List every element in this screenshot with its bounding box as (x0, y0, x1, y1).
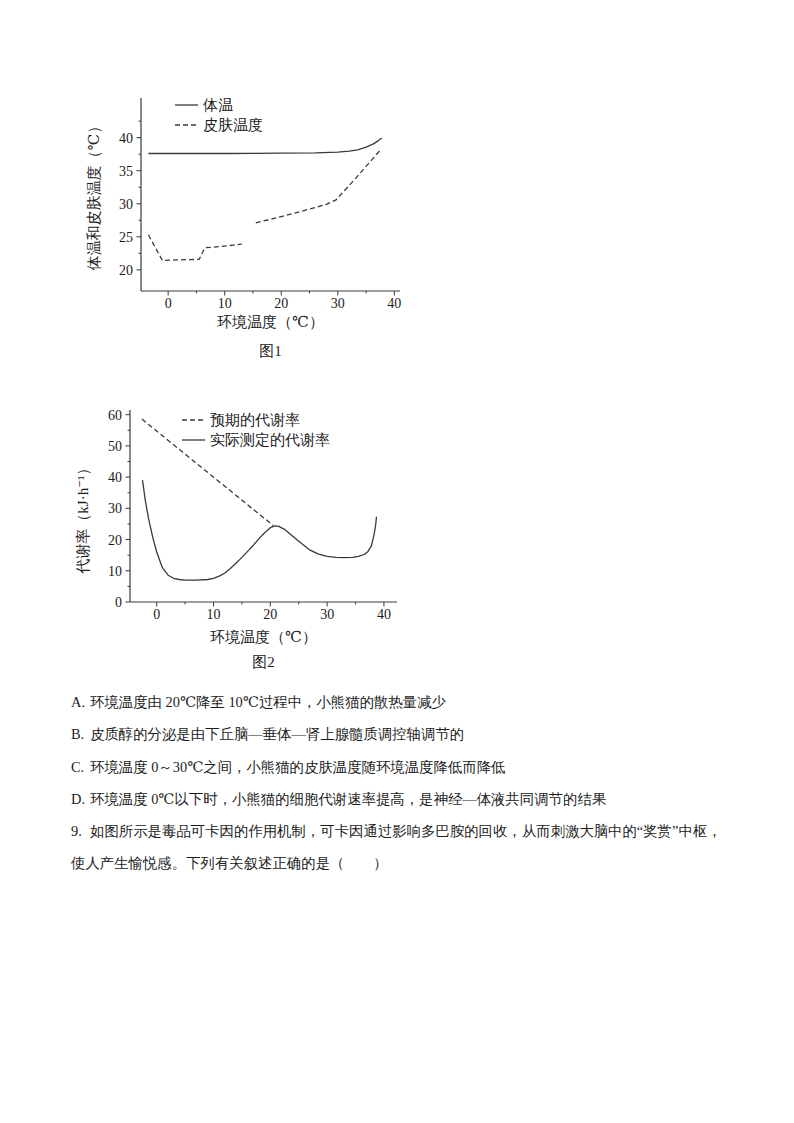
legend-label-0: 预期的代谢率 (210, 412, 300, 428)
figure-1: 0 10 20 30 40 20 25 30 35 40 环境温度（℃） 体温和皮肤温度（℃） 体温皮肤… (85, 92, 410, 372)
question-text-block: A.环境温度由 20℃降至 10℃过程中，小熊猫的散热量减少 B.皮质醇的分泌是… (71, 686, 771, 880)
question-9-line-2: 使人产生愉悦感。下列有关叙述正确的是（ ） (71, 847, 771, 879)
y-axis-title: 体温和皮肤温度（℃） (86, 119, 102, 272)
y-tick-label: 20 (119, 263, 133, 278)
y-tick-label: 60 (108, 408, 122, 423)
option-b: B.皮质醇的分泌是由下丘脑—垂体—肾上腺髓质调控轴调节的 (71, 718, 771, 750)
question-9-text-line-1: 如图所示是毒品可卡因的作用机制，可卡因通过影响多巴胺的回收，从而刺激大脑中的“奖… (90, 823, 722, 839)
option-c: C.环境温度 0～30℃之间，小熊猫的皮肤温度随环境温度降低而降低 (71, 751, 771, 783)
option-a: A.环境温度由 20℃降至 10℃过程中，小熊猫的散热量减少 (71, 686, 771, 718)
y-tick-label: 25 (119, 230, 133, 245)
option-d-text: 环境温度 0℃以下时，小熊猫的细胞代谢速率提高，是神经—体液共同调节的结果 (90, 791, 606, 807)
x-axis-title: 环境温度（℃） (217, 314, 324, 330)
question-9-line-1: 9.如图所示是毒品可卡因的作用机制，可卡因通过影响多巴胺的回收，从而刺激大脑中的… (71, 815, 771, 847)
x-axis-title: 环境温度（℃） (210, 629, 317, 645)
series-1-line (148, 235, 241, 261)
x-tick-label: 0 (153, 607, 160, 622)
y-tick-label: 10 (108, 564, 122, 579)
y-tick-label: 40 (108, 470, 122, 485)
x-tick-label: 20 (263, 607, 277, 622)
figure-2-chart: 0 10 20 30 40 0 10 20 30 40 50 60 环境温度（℃） 代谢率（kJ·h⁻¹）… (70, 403, 405, 653)
option-a-label: A. (71, 686, 90, 718)
figure-1-caption: 图1 (141, 342, 400, 361)
x-tick-label: 0 (165, 296, 172, 311)
y-tick-label: 0 (115, 595, 122, 610)
legend-label-1: 皮肤温度 (203, 117, 263, 133)
series-1-line (256, 150, 380, 223)
option-a-text: 环境温度由 20℃降至 10℃过程中，小熊猫的散热量减少 (90, 694, 446, 710)
x-tick-label: 20 (274, 296, 288, 311)
option-b-label: B. (71, 718, 90, 750)
option-d-label: D. (71, 783, 90, 815)
x-tick-label: 30 (331, 296, 345, 311)
y-tick-label: 20 (108, 533, 122, 548)
question-9: 9.如图所示是毒品可卡因的作用机制，可卡因通过影响多巴胺的回收，从而刺激大脑中的… (71, 815, 771, 880)
legend-label-0: 体温 (202, 97, 233, 113)
x-tick-label: 40 (387, 296, 401, 311)
figure-2-caption: 图2 (130, 653, 397, 672)
x-tick-label: 40 (377, 607, 391, 622)
y-tick-label: 50 (108, 439, 122, 454)
y-tick-label: 30 (119, 197, 133, 212)
y-axis-title: 代谢率（kJ·h⁻¹） (75, 460, 91, 573)
y-tick-label: 30 (108, 501, 122, 516)
series-0-line (148, 138, 382, 154)
option-b-text: 皮质醇的分泌是由下丘脑—垂体—肾上腺髓质调控轴调节的 (90, 726, 464, 742)
x-tick-label: 10 (218, 296, 232, 311)
y-tick-label: 35 (119, 164, 133, 179)
figure-2: 0 10 20 30 40 0 10 20 30 40 50 60 环境温度（℃） 代谢率（kJ·h⁻¹）… (70, 403, 405, 688)
legend-label-1: 实际测定的代谢率 (210, 432, 330, 448)
document-page: 0 10 20 30 40 20 25 30 35 40 环境温度（℃） 体温和皮肤温度（℃） 体温皮肤… (0, 0, 794, 1123)
y-tick-label: 40 (119, 131, 133, 146)
option-c-text: 环境温度 0～30℃之间，小熊猫的皮肤温度随环境温度降低而降低 (90, 759, 505, 775)
series-1-line (143, 480, 377, 580)
figure-1-chart: 0 10 20 30 40 20 25 30 35 40 环境温度（℃） 体温和皮肤温度（℃） 体温皮肤… (85, 92, 410, 337)
x-tick-label: 30 (320, 607, 334, 622)
x-tick-label: 10 (207, 607, 221, 622)
option-d: D.环境温度 0℃以下时，小熊猫的细胞代谢速率提高，是神经—体液共同调节的结果 (71, 783, 771, 815)
option-c-label: C. (71, 751, 90, 783)
question-9-label: 9. (71, 815, 90, 847)
